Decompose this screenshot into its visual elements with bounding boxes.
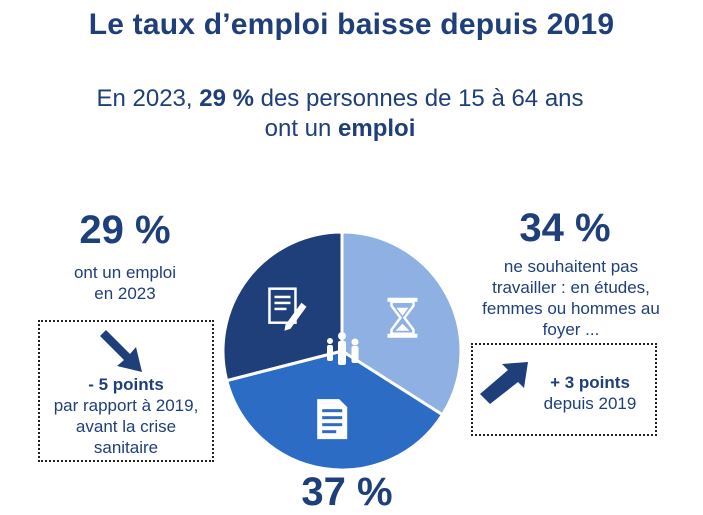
page-title: Le taux d’emploi baisse depuis 2019 (88, 8, 615, 41)
right-caption: ne souhaitent pas travailler : en études… (482, 257, 660, 339)
right-change-text: + 3 points depuis 2019 (543, 373, 637, 413)
bottom-big-value: 37 % (301, 470, 393, 514)
left-caption: ont un emploi en 2023 (73, 263, 177, 303)
arrow-up-right-icon (480, 362, 528, 404)
left-big-value: 29 % (79, 208, 171, 252)
right-change-box (471, 343, 657, 436)
pie-slice (221, 230, 344, 383)
hourglass-icon (387, 297, 418, 338)
arrow-down-right-icon (94, 330, 142, 372)
subtitle: En 2023, 29 % des personnes de 15 à 64 a… (96, 85, 584, 142)
contract-pen-icon (268, 287, 307, 331)
document-icon (317, 399, 348, 440)
left-change-text: - 5 points par rapport à 2019, avant la … (53, 375, 199, 457)
people-icon (327, 332, 359, 365)
right-big-value: 34 % (519, 206, 611, 250)
left-change-box (38, 320, 214, 462)
pie-chart (221, 230, 463, 472)
